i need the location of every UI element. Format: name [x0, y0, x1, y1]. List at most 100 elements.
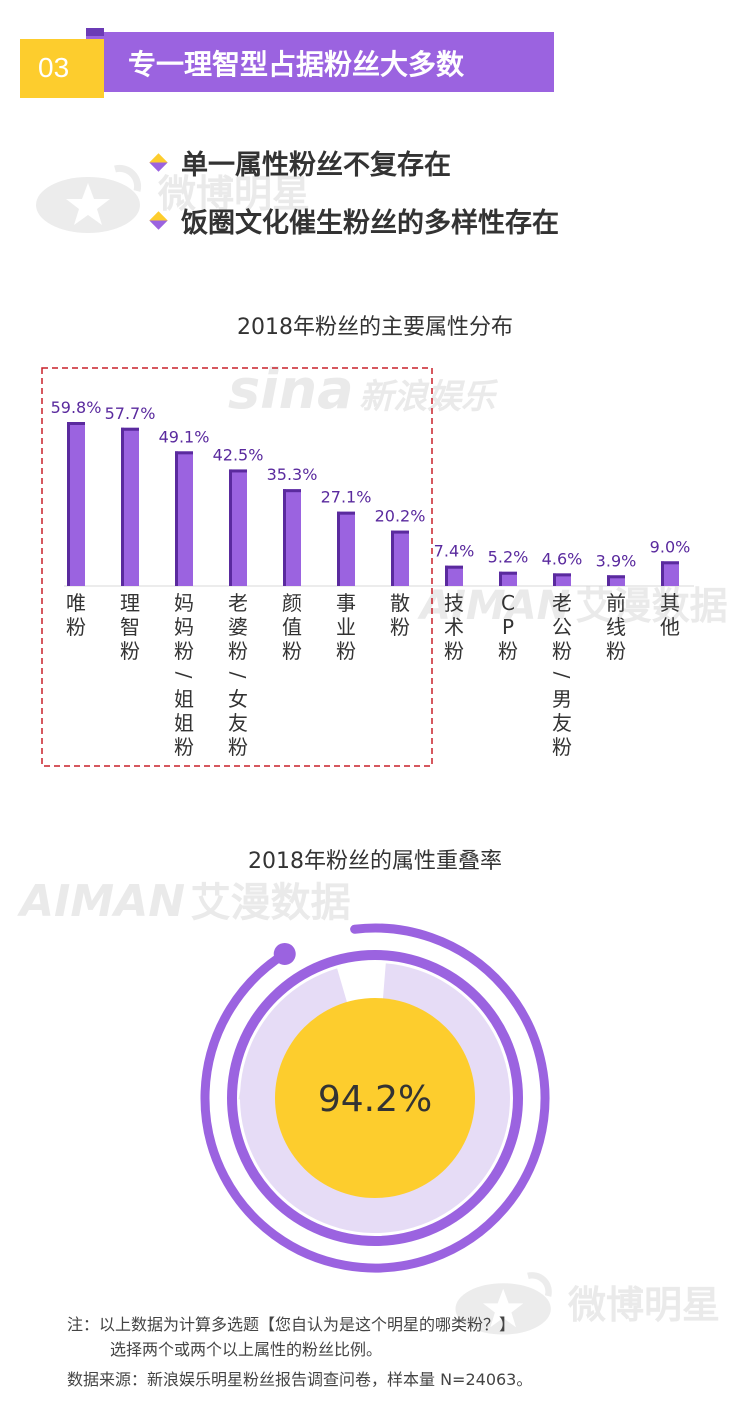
category-label-char: 粉: [228, 639, 248, 663]
bar-shade: [283, 489, 286, 586]
category-label-char: 粉: [336, 639, 356, 663]
category-label-char: 女: [228, 687, 248, 711]
aiman-watermark-left: AIMAN 艾漫数据: [20, 876, 351, 927]
bar-group: 49.1%妈妈粉/姐姐粉: [159, 427, 210, 759]
bar-shade: [229, 469, 232, 586]
bar-shade: [67, 422, 70, 586]
bar-value-label: 35.3%: [267, 465, 318, 484]
bar-top: [553, 573, 571, 577]
bar-top: [229, 469, 247, 473]
bar-group: 35.3% 颜值粉: [267, 465, 318, 663]
bar-group: 27.1% 事业粉: [321, 488, 372, 663]
section-header-bar: [86, 28, 554, 92]
bar-top: [445, 565, 463, 569]
weibo-logo-icon: [36, 164, 142, 233]
bar-group: 59.8% 唯粉: [51, 398, 102, 639]
category-label-char: P: [502, 615, 514, 639]
category-label-char: 粉: [174, 639, 194, 663]
category-label-char: 唯: [66, 591, 86, 615]
category-label-char: 友: [552, 711, 572, 735]
bar: [499, 571, 517, 586]
donut-chart-title: 2018年粉丝的属性重叠率: [248, 849, 502, 874]
bar: [445, 565, 463, 586]
bar-value-label: 7.4%: [434, 542, 475, 561]
bar-top: [337, 511, 355, 515]
aiman-watermark-mid: AIMAN 艾漫数据: [420, 583, 728, 629]
category-label-char: 散: [390, 591, 410, 615]
category-label-char: 姐: [174, 711, 194, 735]
category-label-char: 粉: [66, 615, 86, 639]
bar-top: [67, 422, 85, 425]
bar-top: [283, 489, 301, 493]
bar-value-label: 42.5%: [213, 445, 264, 464]
bar: [283, 489, 301, 586]
bar: [229, 469, 247, 586]
category-label-char: 他: [660, 615, 680, 639]
category-label-char: 线: [606, 615, 626, 639]
bar-shade: [607, 575, 610, 586]
bar: [391, 530, 409, 586]
bullet-item-2: 饭圈文化催生粉丝的多样性存在: [149, 201, 559, 240]
bar-group: 57.7% 理智粉: [105, 404, 156, 663]
category-label-char: 妈: [174, 591, 194, 615]
weibo-logo-icon: [455, 1272, 552, 1335]
bar-top: [661, 561, 679, 565]
category-label-char: 粉: [444, 639, 464, 663]
bar-shade: [445, 565, 448, 586]
note-line-2: 选择两个或两个以上属性的粉丝比例。: [110, 1340, 383, 1359]
bar: [607, 575, 625, 586]
bar-value-label: 59.8%: [51, 398, 102, 417]
bar-shade: [391, 530, 394, 586]
bar-value-label: 20.2%: [375, 507, 426, 526]
category-label-char: 业: [336, 615, 356, 639]
bar-top: [121, 427, 139, 431]
category-label-char: 公: [552, 615, 572, 639]
category-label-char: 粉: [228, 735, 248, 759]
category-label-char: /: [172, 672, 196, 679]
donut-arc-end-dot: [273, 942, 296, 965]
bar: [67, 422, 85, 586]
category-label-char: 男: [552, 687, 572, 711]
bar-group: 9.0% 其他: [650, 537, 691, 639]
category-label-char: /: [550, 672, 574, 679]
category-label-char: 老: [228, 591, 248, 615]
category-label-char: 粉: [282, 639, 302, 663]
bar-group: 20.2% 散粉: [375, 507, 426, 639]
bar-group: 7.4% 技术粉: [434, 542, 475, 663]
category-label-char: 姐: [174, 687, 194, 711]
bar: [337, 511, 355, 586]
category-label-char: C: [501, 591, 515, 615]
bar-value-label: 27.1%: [321, 488, 372, 507]
highlight-box: [41, 367, 433, 767]
category-label-char: 妈: [174, 615, 194, 639]
section-title: 专一理智型占据粉丝大多数: [128, 48, 465, 81]
bar-shade: [553, 573, 556, 586]
bullet-item-1: 单一属性粉丝不复存在: [149, 143, 451, 182]
donut-chart: 94.2%: [200, 923, 550, 1273]
category-label-char: 智: [120, 615, 140, 639]
donut-outer-arc: [200, 923, 550, 1273]
category-label-char: 颜: [282, 591, 302, 615]
category-label-char: 粉: [498, 639, 518, 663]
donut-center: [275, 998, 475, 1198]
diamond-bullet-icon: [149, 153, 168, 172]
category-label-char: 值: [282, 615, 302, 639]
category-label-char: 术: [444, 615, 464, 639]
bar-shade: [499, 571, 502, 586]
bar-value-label: 5.2%: [488, 548, 529, 567]
donut-value-label: 94.2%: [318, 1079, 432, 1120]
bar-value-label: 4.6%: [542, 549, 583, 568]
bar-value-label: 3.9%: [596, 551, 637, 570]
diamond-bullet-icon: [149, 211, 168, 230]
category-label-char: 粉: [174, 735, 194, 759]
bar-value-label: 57.7%: [105, 404, 156, 423]
category-label-char: 理: [120, 591, 140, 615]
category-label-char: 婆: [228, 615, 248, 639]
donut-inner-ring: [227, 950, 523, 1246]
bar-chart-title: 2018年粉丝的主要属性分布: [237, 315, 513, 340]
bar-top: [607, 575, 625, 579]
bar-top: [175, 451, 193, 455]
bar-value-label: 9.0%: [650, 537, 691, 556]
weibo-watermark-bottom: 微博明星: [450, 1262, 720, 1346]
bar-value-label: 49.1%: [159, 427, 210, 446]
